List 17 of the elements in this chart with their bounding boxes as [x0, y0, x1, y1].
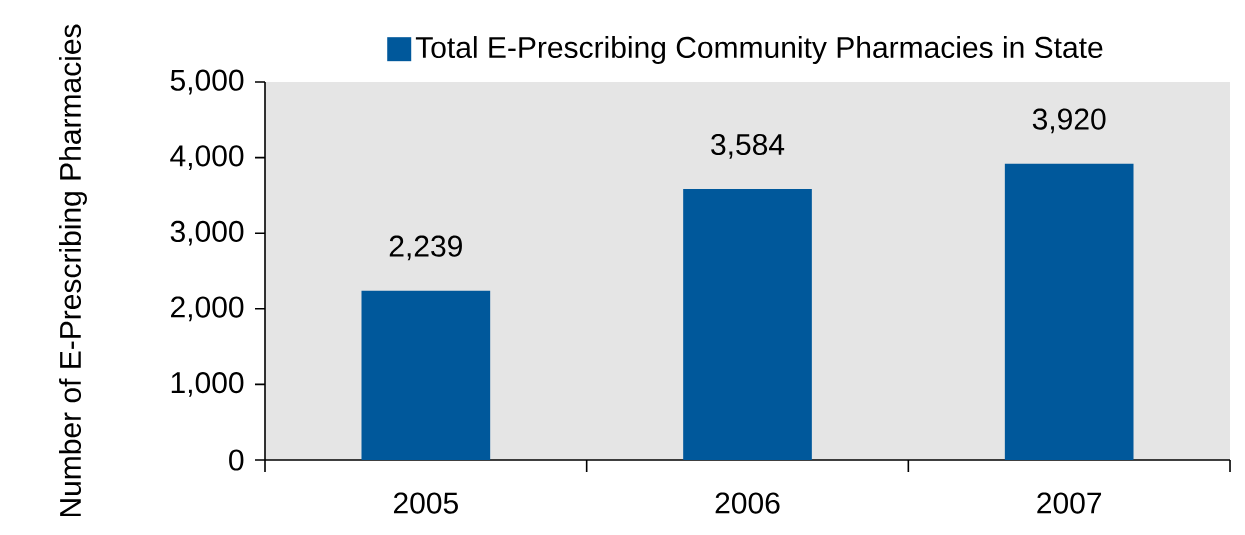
bar — [1004, 163, 1134, 460]
legend-label: Total E-Prescribing Community Pharmacies in State — [415, 36, 1103, 65]
y-tick-label: 2,000 — [171, 296, 244, 322]
y-tick-label: 3,000 — [170, 220, 244, 246]
y-axis-title: Number of E-Prescribing Pharmacies — [59, 24, 87, 517]
data-label: 2,239 — [389, 235, 462, 261]
y-tick-label: 1,000 — [171, 372, 244, 397]
y-tick-label: 4,000 — [170, 145, 244, 170]
data-label: 3,584 — [711, 133, 785, 159]
x-tick-label: 2005 — [393, 492, 458, 514]
x-tick-label: 2006 — [715, 492, 780, 514]
y-tick-label: 5,000 — [170, 69, 244, 95]
bar — [683, 189, 812, 460]
y-tick-label: 0 — [229, 449, 244, 471]
data-label: 3,920 — [1032, 108, 1106, 134]
x-tick-label: 2007 — [1037, 492, 1102, 514]
bar — [361, 290, 491, 460]
